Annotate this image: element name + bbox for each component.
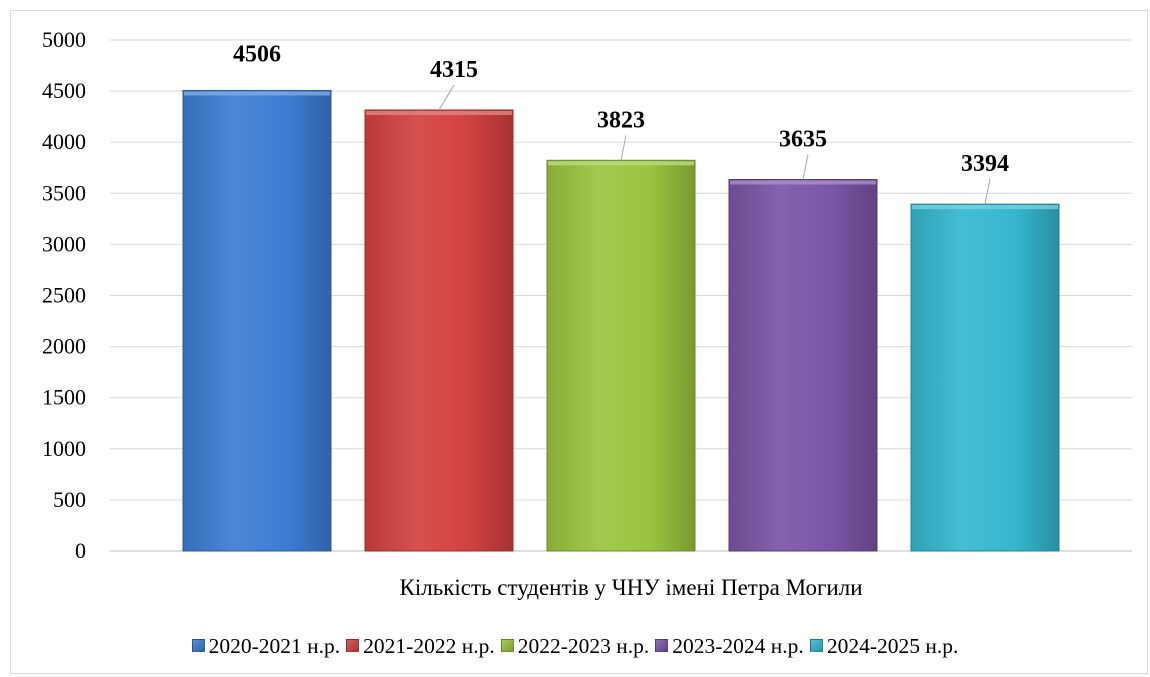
legend-swatch <box>346 639 360 652</box>
legend-swatch <box>500 639 514 652</box>
legend-label: 2024-2025 н.р. <box>826 634 959 658</box>
y-tick-label: 3500 <box>42 180 86 205</box>
leader-line <box>802 154 809 180</box>
data-label: 3823 <box>597 107 645 133</box>
y-tick-label: 4500 <box>42 78 86 103</box>
bar-chart: 0 500 1000 1500 2000 2500 3000 3500 4000 4500 5000… <box>42 27 1132 600</box>
y-tick-label: 0 <box>75 538 86 563</box>
legend-item: 2023-2024 н.р. <box>655 634 804 659</box>
legend-label: 2020-2021 н.р. <box>208 634 341 658</box>
data-label: 3394 <box>961 151 1009 177</box>
y-tick-label: 2000 <box>42 334 86 359</box>
legend-swatch <box>655 639 669 652</box>
bar <box>910 203 1060 552</box>
y-tick-label: 4000 <box>42 129 86 154</box>
y-tick-label: 1500 <box>42 385 86 410</box>
data-label: 4506 <box>233 41 281 67</box>
bar-bevel <box>912 205 1058 210</box>
legend: 2020-2021 н.р. 2021-2022 н.р. 2022-2023 н.… <box>0 634 1150 659</box>
bar <box>182 89 332 552</box>
y-tick-label: 5000 <box>42 27 86 52</box>
data-label: 3635 <box>779 127 827 153</box>
bar <box>728 179 878 552</box>
y-tick-label: 2500 <box>42 283 86 308</box>
y-tick-label: 3000 <box>42 231 86 256</box>
legend-item: 2024-2025 н.р. <box>809 634 959 659</box>
bar-bevel <box>366 111 512 116</box>
legend-item: 2022-2023 н.р. <box>500 634 650 659</box>
bar-bevel <box>730 180 876 185</box>
bar-bevel <box>184 91 330 96</box>
legend-label: 2023-2024 н.р. <box>672 634 804 658</box>
leader-line <box>620 135 627 161</box>
data-label: 4315 <box>430 57 478 83</box>
legend-swatch <box>809 639 823 652</box>
legend-item: 2020-2021 н.р. <box>191 634 341 659</box>
chart-frame <box>10 10 1148 674</box>
bar <box>364 109 514 552</box>
leader-line <box>984 179 991 205</box>
x-axis-title: Кількість студентів у ЧНУ імені Петра Мо… <box>400 575 863 600</box>
legend-swatch <box>191 639 205 652</box>
y-tick-label: 500 <box>53 487 86 512</box>
legend-item: 2021-2022 н.р. <box>346 634 495 659</box>
bar-bevel <box>548 161 694 166</box>
legend-label: 2022-2023 н.р. <box>517 634 650 658</box>
bar <box>546 159 696 552</box>
leader-line <box>438 84 455 111</box>
y-tick-label: 1000 <box>42 436 86 461</box>
legend-label: 2021-2022 н.р. <box>363 634 495 658</box>
